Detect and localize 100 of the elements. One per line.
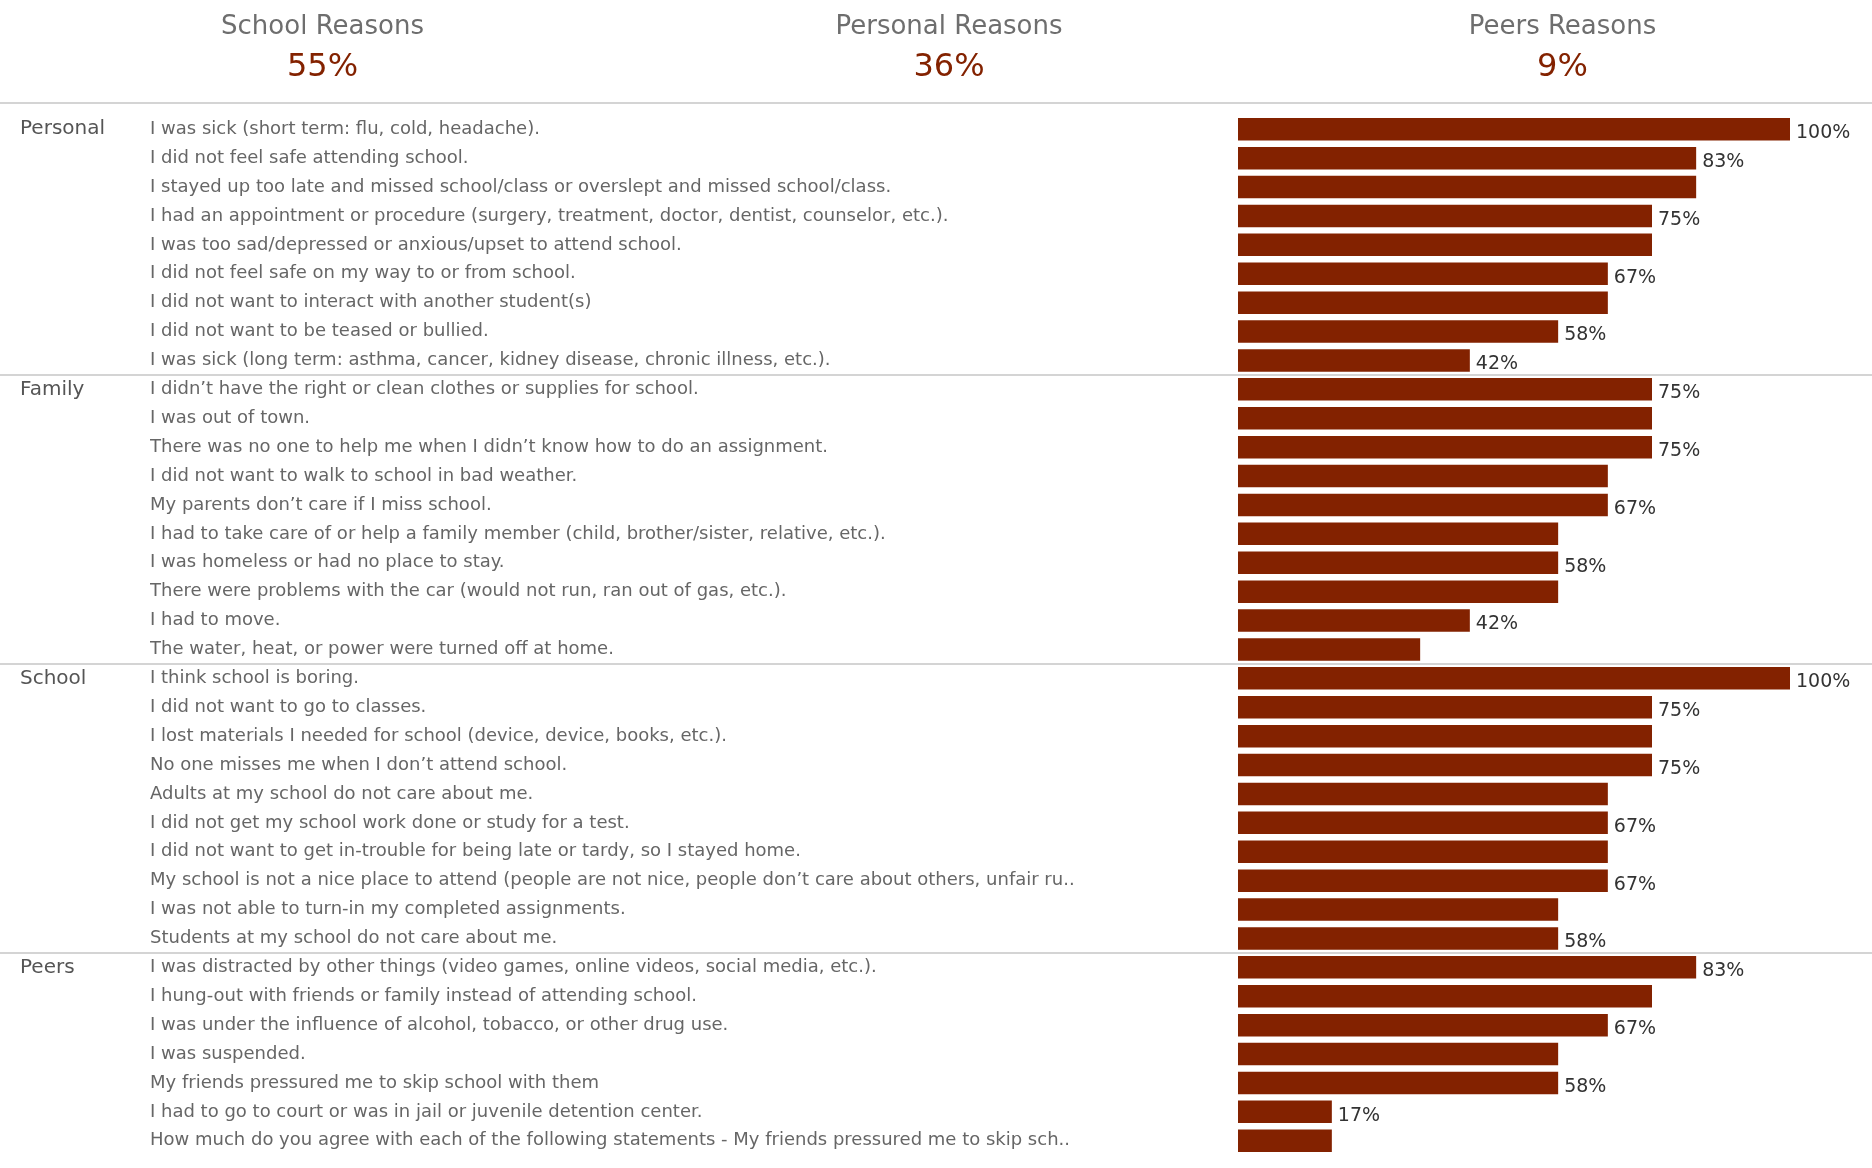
bar — [1238, 609, 1470, 632]
bar — [1238, 320, 1559, 343]
bar — [1238, 753, 1652, 777]
y-tick-label: I was too sad/depressed or anxious/upset to attend school. — [150, 232, 682, 254]
bar — [1238, 146, 1697, 170]
y-tick-label: No one misses me when I don’t attend school. — [150, 752, 568, 774]
y-tick-label: I was distracted by other things (video games, online videos, social media, etc.). — [150, 955, 877, 977]
y-tick-label: I hung-out with friends or family instead of attending school. — [150, 983, 697, 1005]
bar — [1238, 175, 1697, 199]
bar — [1238, 724, 1652, 748]
data-label: 67% — [1613, 264, 1657, 287]
bar — [1238, 262, 1608, 286]
bar — [1238, 233, 1652, 257]
y-tick-label: There was no one to help me when I didn’t know how to do an assignment. — [149, 434, 829, 456]
bar — [1238, 638, 1421, 661]
text: Peers — [20, 953, 75, 978]
bar — [1238, 291, 1608, 314]
y-tick-label: I had to move. — [150, 608, 281, 630]
bar — [1238, 1100, 1332, 1124]
data-label: 58% — [1564, 553, 1607, 576]
bar — [1238, 464, 1608, 488]
text: School — [20, 664, 87, 689]
bar — [1238, 1071, 1559, 1095]
bar — [1238, 667, 1790, 690]
y-tick-label: My friends pressured me to skip school with them — [150, 1070, 600, 1092]
y-tick-label: I did not want to be teased or bullied. — [150, 319, 489, 341]
data-label: 42% — [1475, 351, 1519, 374]
y-tick-label: I lost materials I needed for school (device, device, books, etc.). — [150, 723, 727, 745]
bar — [1238, 204, 1652, 228]
y-tick-label: I was sick (long term: asthma, cancer, kidney disease, chronic illness, etc.). — [150, 348, 831, 370]
bar — [1238, 522, 1559, 546]
data-label: 17% — [1337, 1102, 1381, 1125]
y-tick-label: I did not get my school work done or study for a test. — [150, 810, 630, 832]
bar — [1238, 1013, 1608, 1037]
bar — [1238, 117, 1790, 141]
data-label: 100% — [1796, 120, 1851, 143]
y-tick-label: I did not feel safe attending school. — [150, 145, 469, 167]
y-tick-label: How much do you agree with each of the following statements - My friends pressured me to skip sch.. — [150, 1128, 1070, 1150]
bar — [1238, 1129, 1332, 1153]
text: Personal Reasons — [834, 10, 1064, 40]
y-tick-label: I didn’t have the right or clean clothes or supplies for school. — [150, 377, 699, 399]
text: 55% — [285, 46, 360, 84]
text: Personal — [20, 115, 106, 140]
y-tick-label: My school is not a nice place to attend (people are not nice, people don’t care about others, unfair ru.. — [150, 868, 1075, 890]
data-label: 67% — [1613, 871, 1657, 894]
y-tick-label: I stayed up too late and missed school/class or overslept and missed school/class. — [150, 174, 892, 196]
data-label: 67% — [1613, 1016, 1657, 1039]
text: 36% — [912, 46, 986, 84]
data-label: 58% — [1564, 1073, 1607, 1096]
text: School Reasons — [220, 10, 425, 40]
data-label: 75% — [1658, 206, 1701, 229]
y-tick-label: I was homeless or had no place to stay. — [150, 550, 505, 572]
data-label: 42% — [1475, 611, 1519, 634]
y-tick-label: My parents don’t care if I miss school. — [150, 492, 492, 514]
data-label: 75% — [1658, 380, 1701, 403]
bar — [1238, 984, 1652, 1008]
y-tick-label: Adults at my school do not care about me. — [150, 781, 534, 803]
bar — [1238, 551, 1559, 575]
bar — [1238, 840, 1608, 864]
y-tick-label: I was under the influence of alcohol, tobacco, or other drug use. — [150, 1012, 729, 1034]
y-tick-label: I had an appointment or procedure (surgery, treatment, doctor, dentist, counselor, etc.). — [150, 203, 949, 225]
bar — [1238, 782, 1608, 806]
data-label: 83% — [1702, 149, 1745, 172]
text: Family — [20, 375, 85, 400]
data-label: 58% — [1564, 929, 1607, 952]
text: 9% — [1536, 46, 1589, 84]
y-tick-label: I had to go to court or was in jail or juvenile detention center. — [150, 1099, 703, 1121]
y-tick-label: I did not want to go to classes. — [150, 694, 427, 716]
y-tick-label: The water, heat, or power were turned off at home. — [149, 637, 614, 659]
y-tick-label: There were problems with the car (would not run, ran out of gas, etc.). — [149, 579, 787, 601]
bar — [1238, 406, 1652, 430]
y-tick-label: I did not feel safe on my way to or from school. — [150, 261, 576, 283]
data-label: 100% — [1796, 669, 1851, 692]
bar — [1238, 580, 1559, 603]
data-label: 58% — [1564, 322, 1607, 345]
data-label: 67% — [1613, 813, 1657, 836]
data-label: 67% — [1613, 495, 1657, 518]
bar — [1238, 349, 1470, 372]
y-tick-label: I think school is boring. — [150, 666, 359, 688]
y-tick-label: I did not want to get in-trouble for being late or tardy, so I stayed home. — [150, 839, 801, 861]
data-label: 75% — [1658, 755, 1701, 778]
data-label: 75% — [1658, 698, 1701, 721]
bar — [1238, 956, 1697, 979]
bar — [1238, 898, 1559, 921]
y-tick-label: I was sick (short term: flu, cold, headache). — [150, 116, 540, 138]
data-label: 75% — [1658, 438, 1701, 461]
bar — [1238, 695, 1652, 719]
y-tick-label: I did not want to walk to school in bad weather. — [150, 463, 578, 485]
y-tick-label: I had to take care of or help a family member (child, brother/sister, relative, etc.). — [150, 521, 886, 543]
bar — [1238, 493, 1608, 517]
bar — [1238, 1042, 1559, 1066]
y-tick-label: I was suspended. — [150, 1041, 306, 1063]
y-tick-label: Students at my school do not care about me. — [150, 926, 558, 948]
y-tick-label: I did not want to interact with another student(s) — [150, 290, 592, 312]
text: Peers Reasons — [1467, 10, 1658, 40]
y-tick-label: I was not able to turn-in my completed assignments. — [150, 897, 626, 919]
data-label: 83% — [1702, 958, 1745, 981]
bar — [1238, 869, 1608, 892]
bar — [1238, 927, 1559, 950]
bar — [1238, 811, 1608, 835]
